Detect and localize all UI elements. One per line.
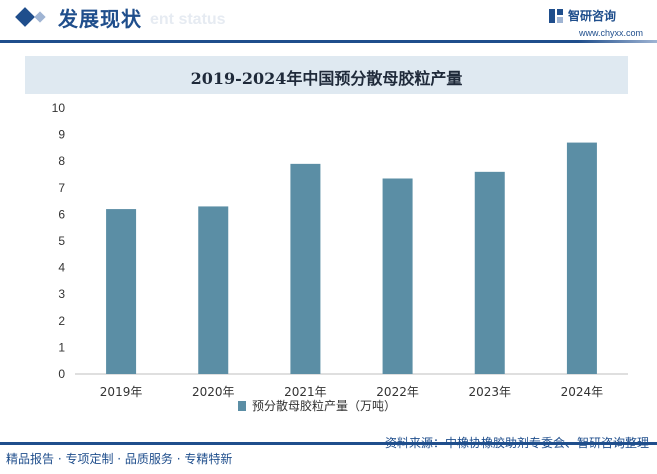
y-tick-label: 6 xyxy=(58,207,65,221)
chart-panel: 2019-2024年中国预分散母胶粒产量 0 1 2 3 4 5 6 7 8 9 10 2019年 20… xyxy=(0,50,657,440)
page-title: 发展现状 xyxy=(58,7,142,31)
brand-block: 智研咨询 www.chyxx.com xyxy=(548,6,643,40)
y-tick-label: 0 xyxy=(58,367,65,381)
bar-chart: 0 1 2 3 4 5 6 7 8 9 10 2019年 2020年 2021年 2022年 2023年 202… xyxy=(52,101,628,413)
page-title-ghost: ent status xyxy=(150,11,226,28)
footer-slogan: 精品报告 · 专项定制 · 品质服务 · 专精特新 xyxy=(6,452,233,466)
chart-title-band: 2019-2024年中国预分散母胶粒产量 xyxy=(25,56,628,94)
diamond-icon xyxy=(15,7,35,27)
x-tick-label: 2024年 xyxy=(561,385,604,399)
y-tick-label: 2 xyxy=(58,314,65,328)
x-tick-label: 2022年 xyxy=(376,385,419,399)
y-tick-label: 8 xyxy=(58,154,65,168)
y-tick-label: 5 xyxy=(58,234,65,248)
x-tick-label: 2020年 xyxy=(192,385,235,399)
chart-title: 2019-2024年中国预分散母胶粒产量 xyxy=(190,69,463,88)
y-tick-label: 4 xyxy=(58,261,65,275)
legend-swatch xyxy=(238,401,246,411)
brand-logo-icon xyxy=(549,9,563,23)
x-tick-label: 2023年 xyxy=(468,385,511,399)
footer-divider xyxy=(0,442,657,445)
bar xyxy=(290,163,321,374)
x-tick-label: 2021年 xyxy=(284,385,327,399)
header-divider xyxy=(0,40,657,43)
bar xyxy=(566,142,597,374)
y-tick-label: 3 xyxy=(58,287,65,301)
bar xyxy=(106,209,137,374)
brand-url: www.chyxx.com xyxy=(578,28,643,38)
y-tick-label: 1 xyxy=(58,340,65,354)
footer-source: 资料来源：中橡协橡胶助剂专委会、智研咨询整理 xyxy=(384,436,649,450)
bar xyxy=(382,178,413,374)
y-tick-label: 9 xyxy=(58,128,65,142)
brand-name: 智研咨询 xyxy=(568,9,617,23)
bar xyxy=(198,206,229,374)
y-tick-label: 10 xyxy=(52,101,66,115)
x-tick-label: 2019年 xyxy=(100,385,143,399)
bar xyxy=(474,171,505,374)
small-diamond-icon xyxy=(34,11,46,23)
y-tick-label: 7 xyxy=(58,181,65,195)
legend-label: 预分散母胶粒产量（万吨） xyxy=(252,398,396,413)
page-header: 发展现状 ent status 智研咨询 www.chyxx.com xyxy=(0,0,657,40)
